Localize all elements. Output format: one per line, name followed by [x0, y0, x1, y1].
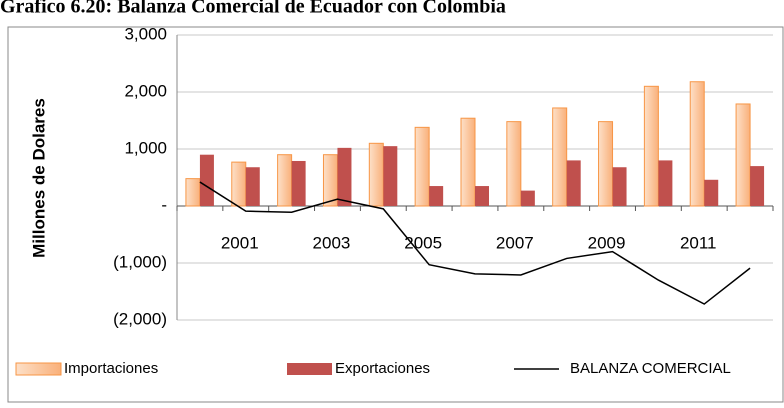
bar — [612, 167, 627, 206]
bar — [414, 126, 430, 207]
bar — [598, 121, 614, 207]
bar — [704, 179, 719, 206]
bar — [277, 154, 293, 207]
chart-title: Grafico 6.20: Balanza Comercial de Ecuad… — [0, 0, 506, 18]
x-tick-label: 2009 — [588, 233, 626, 252]
bar — [475, 186, 489, 206]
chart-border — [7, 26, 784, 403]
x-tick-label: 2007 — [496, 233, 534, 252]
bar — [291, 160, 306, 206]
y-tick-label: (1,000) — [113, 252, 167, 271]
bar — [429, 186, 444, 206]
bar — [322, 154, 338, 207]
y-tick-label: 1,000 — [124, 138, 167, 157]
bar — [337, 147, 352, 206]
bar — [245, 167, 260, 206]
x-tick-label: 2003 — [313, 233, 351, 252]
y-tick-label: 3,000 — [124, 24, 167, 43]
bar — [552, 107, 568, 207]
y-tick-label: (2,000) — [113, 309, 167, 328]
bar — [368, 142, 384, 207]
legend-swatch — [287, 363, 332, 375]
bar — [643, 85, 659, 207]
x-tick-label: 2011 — [680, 233, 717, 252]
bar — [185, 178, 201, 207]
bar — [658, 160, 673, 206]
bar — [231, 161, 247, 207]
line — [199, 181, 751, 305]
bar — [199, 154, 214, 206]
legend-label: BALANZA COMERCIAL — [570, 360, 731, 377]
bar — [383, 146, 398, 206]
bar — [735, 103, 751, 207]
bar — [750, 166, 765, 206]
bar — [566, 160, 581, 206]
legend-swatch — [15, 362, 62, 376]
bar — [506, 121, 522, 207]
bar — [520, 190, 535, 206]
y-axis-title: Millones de Dolares — [29, 98, 48, 258]
legend-label: Exportaciones — [335, 360, 430, 377]
bar — [460, 117, 476, 207]
x-tick-label: 2001 — [221, 233, 259, 252]
bar — [689, 81, 705, 207]
y-tick-label: - — [161, 195, 167, 214]
legend-label: Importaciones — [64, 360, 158, 377]
y-tick-label: 2,000 — [124, 81, 167, 100]
x-tick-label: 2005 — [404, 233, 442, 252]
